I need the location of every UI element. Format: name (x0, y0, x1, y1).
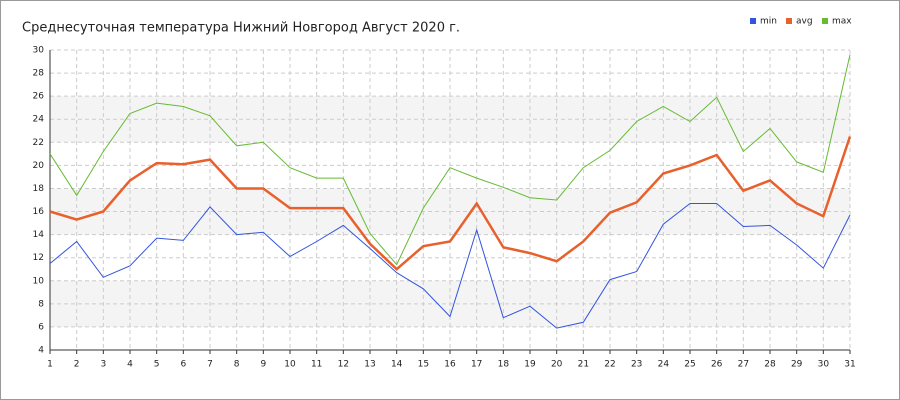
chart-title: Среднесуточная температура Нижний Новгор… (22, 21, 460, 36)
x-tick-label: 13 (364, 360, 375, 370)
y-tick-label: 24 (33, 115, 45, 125)
y-tick-label: 22 (33, 138, 44, 148)
x-tick-label: 7 (207, 360, 213, 370)
x-tick-label: 6 (180, 360, 186, 370)
x-tick-label: 28 (764, 360, 776, 370)
x-tick-label: 30 (818, 360, 830, 370)
x-tick-label: 8 (234, 360, 240, 370)
y-tick-label: 30 (33, 46, 45, 56)
x-tick-label: 24 (658, 360, 670, 370)
x-tick-label: 5 (154, 360, 160, 370)
x-tick-label: 10 (284, 360, 296, 370)
legend-swatch (822, 18, 828, 24)
x-tick-label: 19 (524, 360, 536, 370)
y-tick-label: 28 (33, 69, 45, 79)
x-tick-label: 14 (391, 360, 403, 370)
y-tick-label: 20 (33, 161, 45, 171)
x-tick-label: 1 (47, 360, 53, 370)
x-tick-label: 22 (604, 360, 615, 370)
x-tick-label: 16 (444, 360, 456, 370)
legend-label: avg (796, 17, 813, 27)
x-tick-label: 15 (418, 360, 429, 370)
y-tick-label: 26 (33, 92, 45, 102)
y-tick-label: 16 (33, 207, 45, 217)
x-tick-label: 12 (338, 360, 349, 370)
line-min (49, 203, 851, 329)
line-max (49, 54, 851, 266)
y-tick-label: 10 (33, 276, 45, 286)
x-tick-label: 2 (74, 360, 80, 370)
line-avg (49, 136, 852, 271)
y-tick-label: 12 (33, 253, 44, 263)
x-tick-label: 29 (791, 360, 803, 370)
legend-label: min (760, 17, 777, 27)
x-tick-label: 9 (260, 360, 266, 370)
x-tick-label: 11 (311, 360, 322, 370)
x-tick-label: 20 (551, 360, 563, 370)
x-tick-label: 23 (631, 360, 642, 370)
x-tick-label: 25 (684, 360, 695, 370)
x-tick-label: 3 (100, 360, 106, 370)
legend-swatch (786, 18, 792, 24)
x-tick-label: 31 (844, 360, 855, 370)
y-tick-label: 6 (38, 322, 44, 332)
y-tick-label: 8 (38, 299, 44, 309)
x-tick-label: 18 (498, 360, 510, 370)
x-tick-label: 27 (738, 360, 749, 370)
legend-swatch (750, 18, 756, 24)
legend-label: max (832, 17, 852, 27)
y-tick-label: 14 (33, 230, 45, 240)
x-tick-label: 17 (471, 360, 482, 370)
x-tick-label: 26 (711, 360, 723, 370)
x-tick-label: 4 (127, 360, 133, 370)
y-tick-label: 18 (33, 184, 45, 194)
x-tick-label: 21 (578, 360, 589, 370)
y-tick-label: 4 (38, 346, 44, 356)
